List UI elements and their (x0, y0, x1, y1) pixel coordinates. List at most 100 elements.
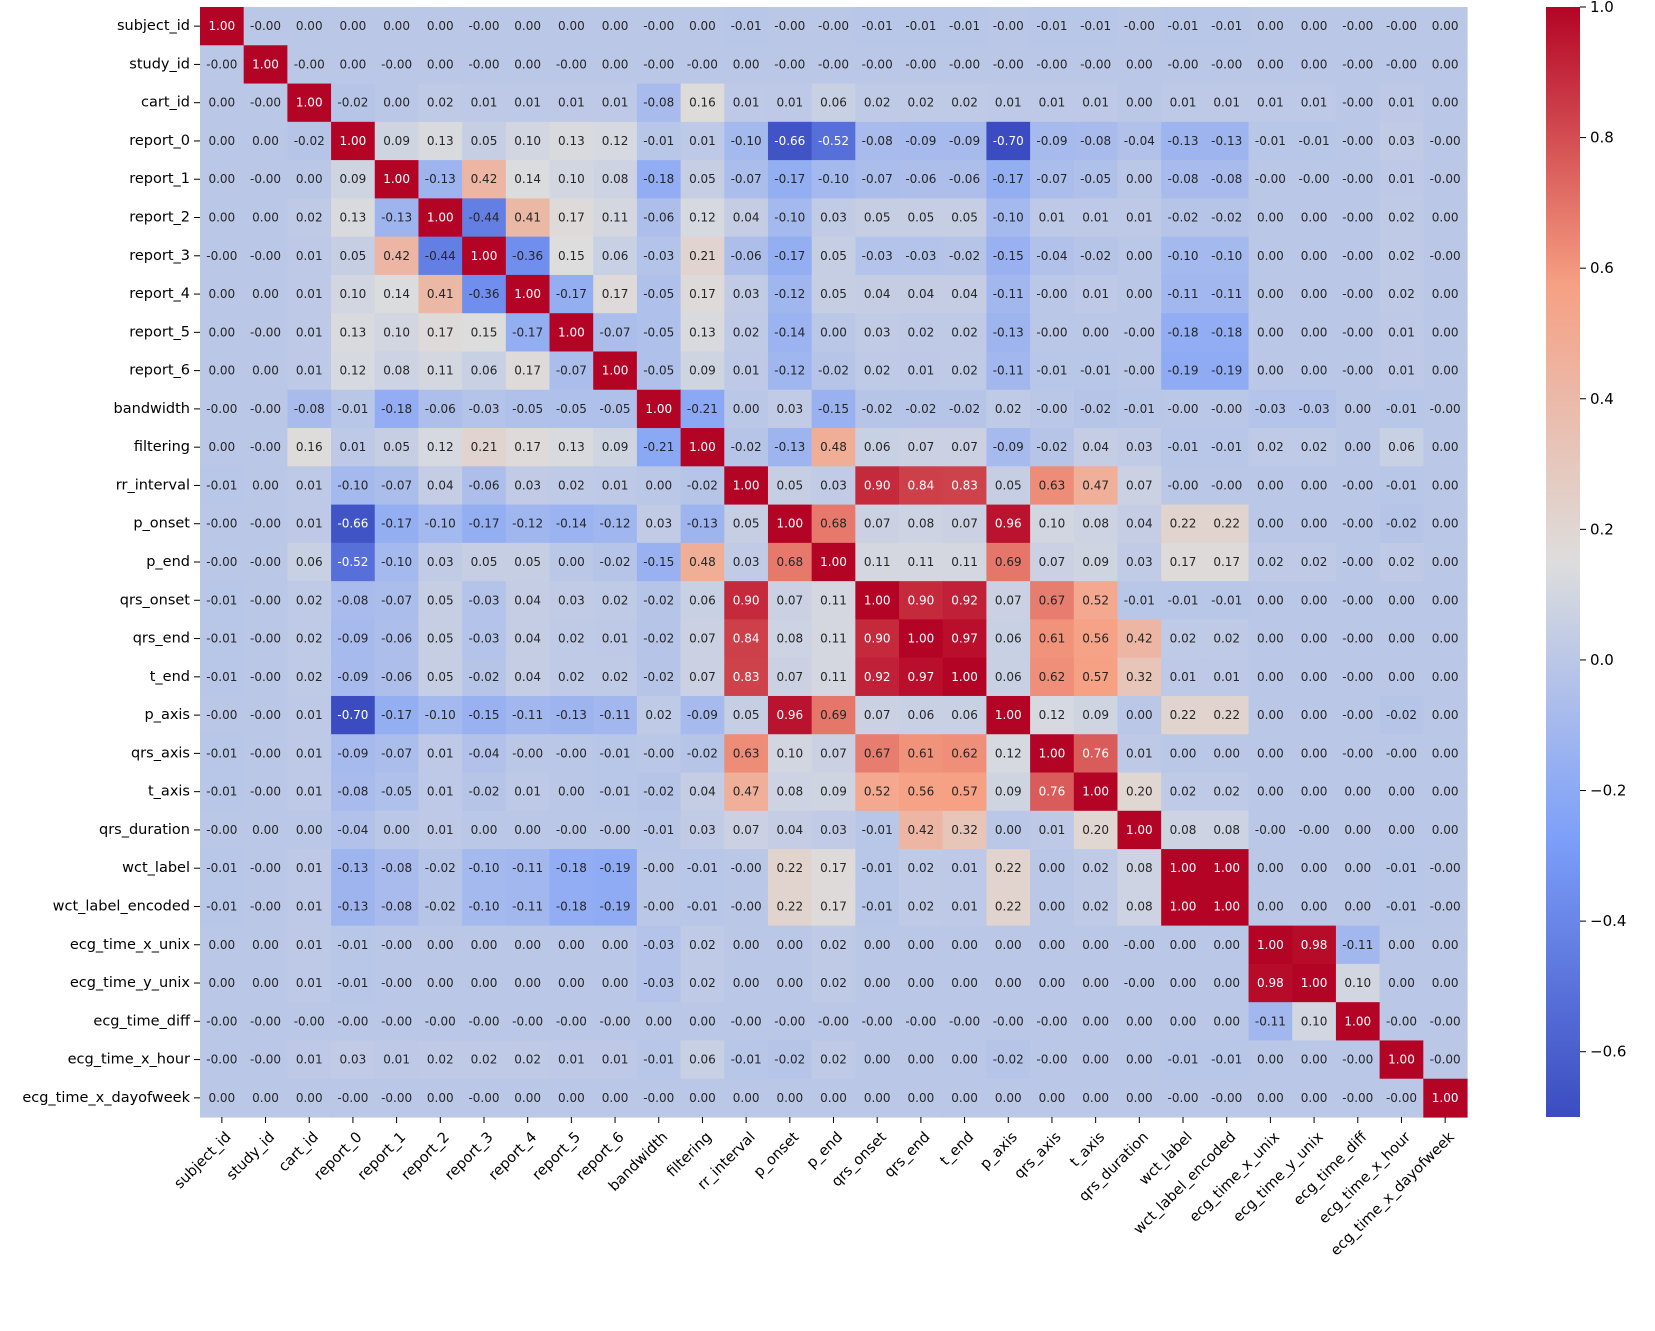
cell-value: 0.47 (733, 785, 760, 799)
cell-value: -0.00 (1342, 708, 1373, 722)
heatmap-cell (1292, 389, 1337, 429)
heatmap-cell (1204, 1002, 1250, 1042)
cell-value: -0.00 (993, 1014, 1024, 1028)
heatmap-cell (1335, 887, 1381, 927)
heatmap-cell (1030, 542, 1075, 582)
cell-value: -0.00 (468, 1014, 499, 1028)
cell-value: -0.13 (993, 325, 1024, 339)
column-labels: subject_idstudy_idcart_idreport_0report_… (171, 1117, 1458, 1259)
cell-value: 0.00 (1082, 938, 1109, 952)
heatmap-cell (1423, 160, 1468, 199)
heatmap-cell (287, 160, 332, 199)
cell-value: 0.00 (427, 57, 454, 71)
cell-value: 0.00 (1388, 938, 1415, 952)
cell-value: 0.00 (1301, 517, 1328, 531)
heatmap-cell (636, 849, 682, 888)
cell-value: -0.01 (206, 478, 237, 492)
cell-value: -0.05 (512, 402, 543, 416)
heatmap-cell (593, 887, 638, 927)
cell-value: -0.00 (1342, 211, 1373, 225)
heatmap-cell (374, 849, 420, 888)
cell-value: 0.00 (208, 96, 235, 110)
heatmap-cell (1117, 963, 1162, 1003)
cell-value: -0.17 (381, 517, 412, 531)
heatmap-cell (243, 274, 288, 314)
heatmap-cell (1335, 389, 1381, 429)
cell-value: -0.21 (687, 402, 718, 416)
cell-value: 0.09 (383, 134, 410, 148)
heatmap-cell (243, 504, 288, 544)
cell-value: 0.03 (1126, 440, 1153, 454)
heatmap-cell (1292, 963, 1337, 1003)
heatmap-cell (680, 428, 725, 467)
cell-value: 0.00 (514, 823, 541, 837)
cell-value: 0.00 (776, 976, 803, 990)
heatmap-cell (1117, 772, 1162, 812)
cell-value: 0.00 (951, 1053, 978, 1067)
heatmap-cell (1073, 849, 1119, 888)
heatmap-cell (505, 121, 551, 161)
heatmap-cell (899, 887, 944, 927)
cell-value: 1.00 (427, 211, 454, 225)
heatmap-cell (986, 160, 1031, 199)
heatmap-cell (287, 198, 332, 238)
heatmap-cell (418, 274, 463, 314)
cell-value: 0.06 (471, 364, 498, 378)
heatmap-cell (1423, 695, 1468, 735)
heatmap-cell (1423, 236, 1468, 276)
cell-value: 0.07 (820, 746, 847, 760)
heatmap-cell (418, 1040, 463, 1080)
cell-value: 0.00 (383, 19, 410, 33)
cell-value: -0.01 (643, 823, 674, 837)
cell-value: -0.01 (337, 976, 368, 990)
heatmap-cell (899, 198, 944, 238)
heatmap-cell (462, 1040, 507, 1080)
heatmap-cell (1335, 466, 1381, 506)
heatmap-cell (1117, 351, 1162, 391)
cell-value: 0.02 (1257, 440, 1284, 454)
heatmap-cell (855, 198, 900, 238)
cell-value: 0.00 (208, 938, 235, 952)
cell-value: 1.00 (252, 57, 279, 71)
row-label: bandwidth (114, 401, 190, 417)
cell-value: -0.11 (1167, 287, 1198, 301)
cell-value: 0.00 (514, 1091, 541, 1105)
cell-value: 0.02 (908, 899, 935, 913)
cell-value: -0.00 (250, 785, 281, 799)
cell-value: 0.00 (1257, 708, 1284, 722)
cell-value: 0.03 (514, 478, 541, 492)
heatmap-cell (942, 389, 988, 429)
cell-value: -0.01 (687, 861, 718, 875)
heatmap-cell (899, 160, 944, 199)
heatmap-cell (680, 963, 725, 1003)
cell-value: -0.00 (643, 899, 674, 913)
cell-value: 0.00 (252, 823, 279, 837)
cell-value: 0.22 (1213, 708, 1240, 722)
heatmap-cell (1292, 810, 1337, 850)
heatmap-cell (549, 1040, 594, 1080)
heatmap-cell (505, 963, 551, 1003)
cell-value: -0.00 (1386, 1014, 1417, 1028)
heatmap-cell (1292, 428, 1337, 467)
cell-value: -0.17 (381, 708, 412, 722)
cell-value: -0.00 (1036, 325, 1067, 339)
heatmap-cell (1248, 581, 1293, 621)
cell-value: 0.00 (1126, 1014, 1153, 1028)
cell-value: -0.66 (774, 134, 805, 148)
cell-value: 0.01 (296, 938, 323, 952)
cell-value: -0.01 (206, 632, 237, 646)
cell-value: -0.02 (643, 632, 674, 646)
heatmap-cell (680, 657, 725, 697)
cell-value: 0.13 (427, 134, 454, 148)
cell-value: 0.10 (383, 325, 410, 339)
heatmap-cell (287, 389, 332, 429)
cell-value: 0.00 (1301, 861, 1328, 875)
cell-value: -0.05 (1080, 172, 1111, 186)
heatmap-cell (1073, 313, 1119, 353)
heatmap-cell (1292, 351, 1337, 391)
cell-value: 0.17 (427, 325, 454, 339)
cell-value: -0.17 (512, 325, 543, 339)
cell-value: -0.02 (949, 249, 980, 263)
cell-value: 0.83 (951, 478, 978, 492)
cell-value: -0.01 (1124, 593, 1155, 607)
